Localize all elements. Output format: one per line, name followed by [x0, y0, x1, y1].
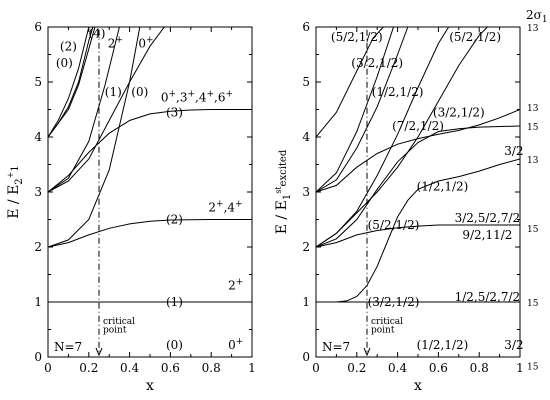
panel-right-degeneracy-label: 15 [527, 225, 539, 235]
panel-right-annotation-label: 3/2 [504, 144, 523, 158]
panel-left-critical-point-arrow [95, 347, 103, 357]
panel-right-series-line-6 [316, 27, 488, 248]
panel-right-y-axis-title: E / E1stexcited [274, 149, 293, 234]
panel-right-series-line-4 [316, 109, 520, 193]
panel-right-xtick-label: 0.4 [388, 361, 407, 375]
panel-left-ytick-label: 6 [34, 20, 42, 34]
panel-right-annotation-label: (1/2,1/2) [417, 338, 469, 352]
panel-left-ytick-label: 4 [34, 130, 42, 144]
panel-left-series-line-4 [48, 27, 165, 193]
panel-right-annotation-label: (3/2,1/2) [433, 105, 485, 119]
panel-right-ytick-label: 4 [302, 130, 310, 144]
panel-right-annotation-label: 1/2,5/2,7/2 [455, 290, 521, 304]
panel-right-critical-point-label: critical [371, 317, 403, 327]
panel-right-xtick-label: 0 [312, 361, 320, 375]
panel-right-degeneracy-label: 15 [527, 362, 539, 372]
panel-left-annotation-label: (0) [56, 56, 73, 70]
panel-left-ytick-label: 5 [34, 75, 42, 89]
panel-left-system-label: N=7 [54, 340, 82, 354]
panel-right-degeneracy-label: 15 [527, 123, 539, 133]
panel-right-critical-point-arrow [363, 347, 371, 357]
panel-right-annotation-label: 3/2 [504, 338, 523, 352]
panel-right-series-line-9 [316, 27, 384, 138]
panel-right-ytick-label: 1 [302, 295, 310, 309]
panel-left-xtick-label: 0.8 [202, 361, 221, 375]
panel-left-series-line-8 [48, 27, 90, 138]
panel-left-ytick-label: 1 [34, 295, 42, 309]
panel-right-annotation-label: (3/2,1/2) [351, 56, 403, 70]
panel-left-annotation-label: 0+​ [138, 36, 153, 51]
panel-right-ytick-label: 3 [302, 185, 310, 199]
panel-right-annotation-label: (1/2,1/2) [417, 180, 469, 194]
panel-right-xtick-label: 1 [516, 361, 524, 375]
panel-left-series-line-5 [48, 27, 120, 193]
panel-right-annotation-label: (7/2,1/2) [392, 119, 444, 133]
panel-right-ytick-label: 6 [302, 20, 310, 34]
panel-left-plot-frame [47, 26, 253, 358]
panel-right-annotation-label: (3/2,1/2) [368, 295, 420, 309]
panel-left-annotation-label: 2+​ [228, 278, 243, 293]
panel-right-series-line-7 [316, 27, 409, 193]
panel-left-annotation-label: 2+​ [108, 36, 123, 51]
panel-left-annotation-label: 2+​,4+​ [208, 199, 242, 214]
panel-left-annotation-label: (0) [131, 85, 148, 99]
panel-left-ytick-label: 2 [34, 240, 42, 254]
panel-left-xtick-label: 0.2 [79, 361, 98, 375]
panel-left-annotation-label: (3) [166, 105, 183, 119]
panel-right-degeneracy-label: 13 [527, 156, 539, 166]
panel-left-critical-point-label: point [103, 325, 127, 335]
panel-right-annotation-label: (5/2,1/2) [449, 30, 501, 44]
panel-left-y-axis-title: E / E2+1 [6, 165, 25, 219]
panel-right-annotation-label: 3/2,5/2,7/2 [455, 211, 521, 225]
panel-left-series-line-2 [48, 109, 252, 193]
panel-left-annotation-label: 0+​,3+​,4+​,6+​ [161, 89, 233, 104]
panel-left-annotation-label: (2) [166, 213, 183, 227]
panel-right-degeneracy-label: 15 [527, 299, 539, 309]
panel-left-series-line-7 [48, 27, 94, 138]
panel-left-annotation-label: (2) [60, 39, 77, 53]
panel-right-critical-point-label: point [371, 325, 395, 335]
panel-left-annotation-label: (1) [105, 85, 122, 99]
panel-left-ytick-label: 0 [34, 350, 42, 364]
panel-right-series-line-8 [316, 27, 394, 193]
panel-right-ytick-label: 5 [302, 75, 310, 89]
panel-right-xtick-label: 0.2 [347, 361, 366, 375]
panel-left-xtick-label: 1 [248, 361, 256, 375]
panel-left-ytick-label: 3 [34, 185, 42, 199]
panel-left-xtick-label: 0.4 [120, 361, 139, 375]
panel-right-xtick-label: 0.6 [429, 361, 448, 375]
panel-left-xtick-label: 0 [44, 361, 52, 375]
panel-right-xtick-label: 0.8 [470, 361, 489, 375]
panel-left-critical-point-label: critical [103, 317, 135, 327]
panel-right-annotation-label: (1/2,1/2) [372, 85, 424, 99]
panel-right-annotation-label: (5/2,1/2) [368, 218, 420, 232]
panel-right-ytick-label: 2 [302, 240, 310, 254]
panel-left-annotation-label: (4) [88, 27, 105, 41]
panel-left-x-axis-title: x [146, 378, 154, 394]
panel-right-x-axis-title: x [414, 378, 422, 394]
panel-right-annotation-label: (5/2,1/2) [331, 30, 383, 44]
panel-left-annotation-label: (0) [166, 338, 183, 352]
panel-right-annotation-label: 9/2,11/2 [462, 228, 512, 242]
panel-left-series-line-1 [48, 219, 252, 248]
panel-right-degeneracy-label: 13 [527, 24, 539, 34]
panel-left-xtick-label: 0.6 [161, 361, 180, 375]
panel-right-series-line-0 [316, 158, 520, 303]
panel-left-annotation-label: (1) [166, 295, 183, 309]
panel-right-degeneracy-label: 13 [527, 104, 539, 114]
panel-right-corner-label: 2σ1 [526, 8, 548, 25]
panel-left-annotation-label: 0+​ [228, 337, 243, 352]
panel-right-system-label: N=7 [322, 340, 350, 354]
panel-right-series-line-2 [316, 224, 520, 248]
panel-right-ytick-label: 0 [302, 350, 310, 364]
